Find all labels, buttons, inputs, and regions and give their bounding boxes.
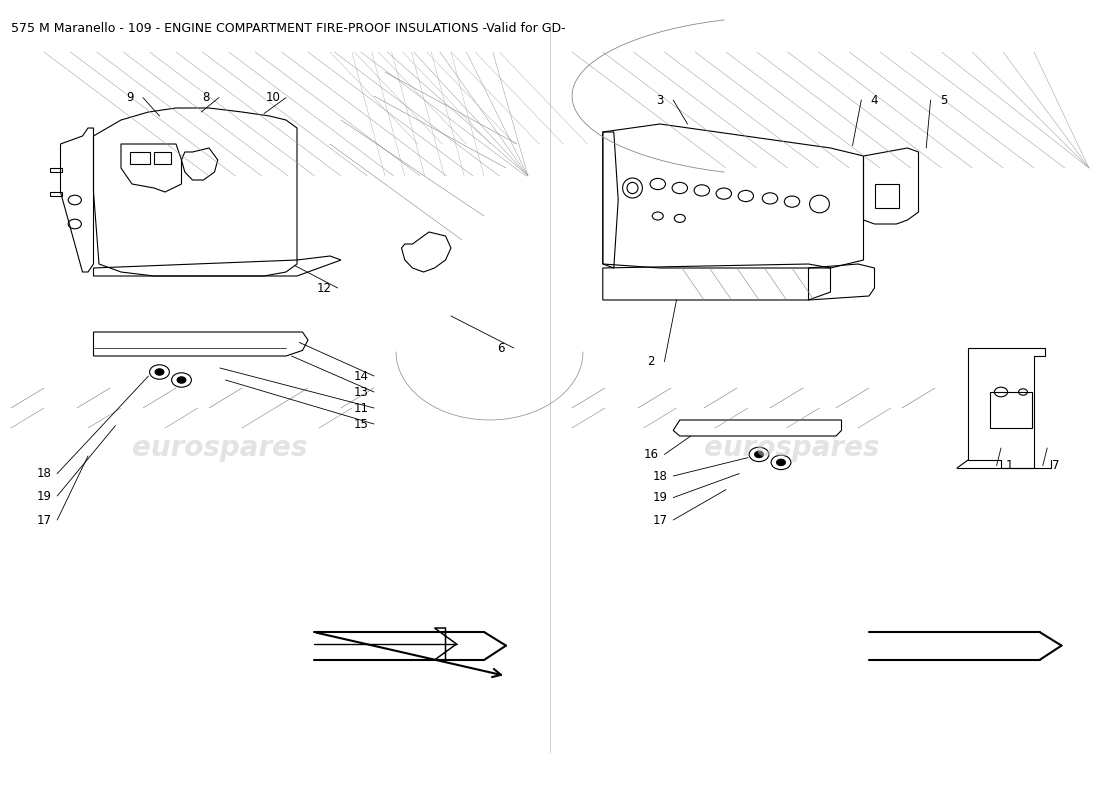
- Text: 575 M Maranello - 109 - ENGINE COMPARTMENT FIRE-PROOF INSULATIONS -Valid for GD-: 575 M Maranello - 109 - ENGINE COMPARTME…: [11, 22, 565, 35]
- Text: 19: 19: [652, 491, 668, 504]
- Text: 2: 2: [648, 355, 654, 368]
- Bar: [874, 184, 899, 208]
- Text: 17: 17: [652, 514, 668, 526]
- Text: 8: 8: [202, 91, 209, 104]
- Text: 13: 13: [353, 386, 369, 398]
- Text: 12: 12: [317, 282, 332, 294]
- Text: 6: 6: [497, 342, 504, 354]
- Text: 17: 17: [36, 514, 52, 526]
- Text: 15: 15: [353, 418, 369, 430]
- Text: 9: 9: [126, 91, 133, 104]
- Text: 19: 19: [36, 490, 52, 502]
- Text: eurospares: eurospares: [132, 434, 308, 462]
- Text: 11: 11: [353, 402, 369, 414]
- Bar: [990, 392, 1032, 428]
- Circle shape: [755, 451, 763, 458]
- Text: 3: 3: [657, 94, 663, 106]
- Bar: [130, 152, 150, 164]
- Text: 1: 1: [1006, 459, 1013, 472]
- Text: 16: 16: [644, 448, 659, 461]
- Text: 7: 7: [1053, 459, 1059, 472]
- Text: 5: 5: [940, 94, 947, 106]
- Text: 4: 4: [871, 94, 878, 106]
- Circle shape: [155, 369, 164, 375]
- Bar: [154, 152, 170, 164]
- Text: 18: 18: [36, 467, 52, 480]
- Text: 14: 14: [353, 370, 369, 382]
- Circle shape: [177, 377, 186, 383]
- Text: 18: 18: [652, 470, 668, 482]
- Text: 10: 10: [265, 91, 280, 104]
- Text: eurospares: eurospares: [704, 434, 880, 462]
- Circle shape: [777, 459, 785, 466]
